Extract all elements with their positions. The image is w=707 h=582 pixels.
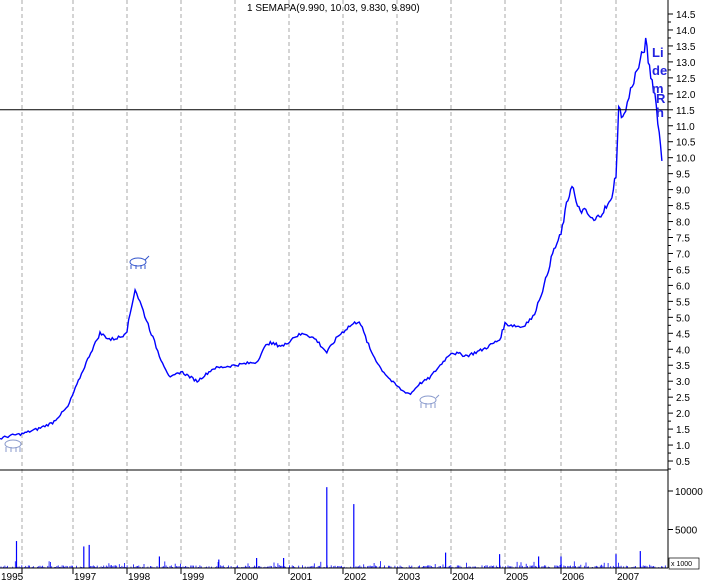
price-tick-label: 13.5: [676, 42, 696, 53]
bear-icon: [4, 439, 22, 452]
annotation-fragment: de: [652, 63, 667, 78]
price-tick-label: 5.0: [676, 313, 690, 324]
price-tick-label: 8.5: [676, 202, 690, 213]
price-tick-label: 3.0: [676, 377, 690, 388]
price-tick-label: 6.0: [676, 281, 690, 292]
x-tick-label: 1995: [1, 572, 24, 582]
volume-unit-box: [668, 557, 700, 570]
x-tick-label: 2000: [236, 572, 259, 582]
price-tick-label: 14.5: [676, 10, 696, 21]
price-tick-label: 14.0: [676, 26, 696, 37]
price-tick-label: 4.0: [676, 345, 690, 356]
annotation-fragment: h: [656, 105, 664, 120]
volume-unit-label: x 1000: [671, 561, 692, 568]
x-tick-label: 2006: [562, 572, 585, 582]
volume-tick-label: 5000: [675, 526, 698, 537]
annotation-text: Li de m R h: [652, 45, 667, 120]
price-tick-label: 7.0: [676, 249, 690, 260]
annotation-fragment: Li: [652, 45, 664, 60]
annotation-fragment: m: [652, 81, 664, 96]
price-tick-label: 3.5: [676, 361, 690, 372]
price-tick-label: 12.0: [676, 90, 696, 101]
x-tick-label: 2007: [617, 572, 640, 582]
bull-icon: [129, 255, 150, 269]
x-tick-label: 1997: [74, 572, 97, 582]
x-tick-label: 1999: [182, 572, 205, 582]
x-tick-label: 2004: [452, 572, 475, 582]
chart-title: 1 SEMAPA(9.990, 10.03, 9.830, 9.890): [247, 3, 420, 14]
x-tick-label: 2002: [344, 572, 367, 582]
volume-tick-label: 10000: [675, 487, 703, 498]
price-series-line: [0, 37, 663, 440]
price-tick-label: 2.0: [676, 409, 690, 420]
price-tick-label: 9.0: [676, 186, 690, 197]
price-tick-label: 6.5: [676, 265, 690, 276]
x-tick-label: 2003: [398, 572, 421, 582]
price-tick-label: 11.5: [676, 106, 695, 117]
x-tick-label: 2005: [506, 572, 529, 582]
price-tick-label: 9.5: [676, 170, 690, 181]
price-tick-label: 7.5: [676, 234, 690, 245]
price-tick-label: 5.5: [676, 297, 690, 308]
price-tick-label: 12.5: [676, 74, 696, 85]
price-tick-label: 10.0: [676, 154, 696, 165]
price-tick-label: 8.0: [676, 218, 690, 229]
price-tick-label: 1.5: [676, 425, 690, 436]
price-tick-label: 4.5: [676, 329, 690, 340]
price-tick-label: 13.0: [676, 58, 696, 69]
price-tick-label: 11.0: [676, 122, 695, 133]
price-tick-label: 10.5: [676, 138, 696, 149]
price-tick-label: 0.5: [676, 457, 690, 468]
bear-icon: [419, 394, 440, 408]
price-tick-label: 2.5: [676, 393, 690, 404]
annotation-fragment: R: [656, 91, 666, 106]
price-tick-label: 1.0: [676, 441, 690, 452]
x-tick-label: 2001: [290, 572, 313, 582]
x-tick-label: 1998: [128, 572, 151, 582]
